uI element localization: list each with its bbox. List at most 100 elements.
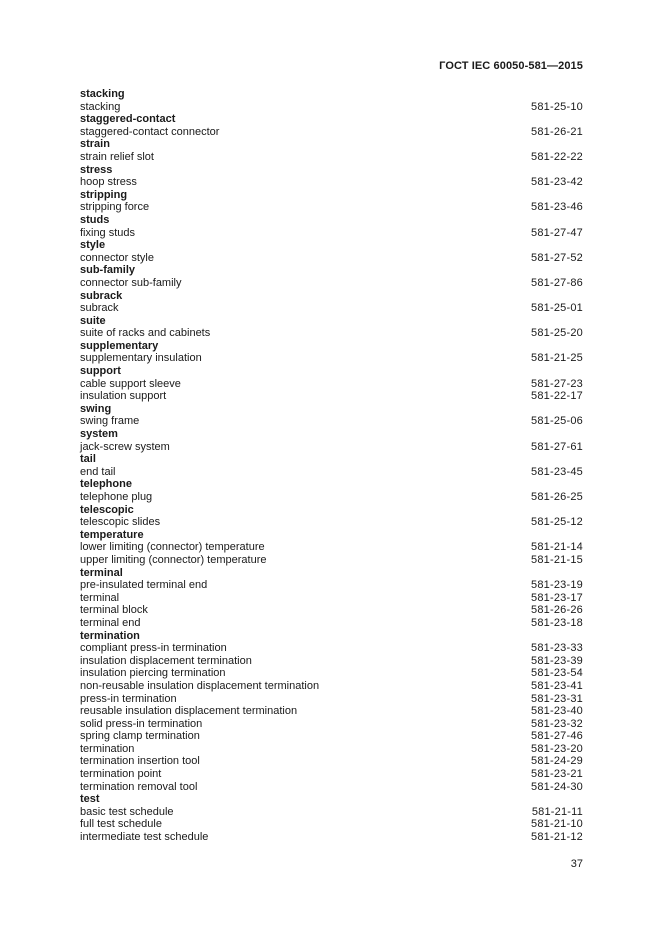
- index-entry: telephone plug 581-26-25: [80, 491, 583, 504]
- index-entry: cable support sleeve 581-27-23: [80, 378, 583, 391]
- index-code: 581-21-10: [531, 818, 583, 831]
- index-term: insulation piercing termination: [80, 667, 226, 680]
- index-code: 581-23-41: [531, 679, 583, 692]
- index-term: suite of racks and cabinets: [80, 327, 211, 340]
- index-code: 581-23-40: [531, 705, 583, 718]
- index-entry: stacking 581-25-10: [80, 101, 583, 114]
- index-entry: pre-insulated terminal end 581-23-19: [80, 579, 583, 592]
- index-entry: terminal end 581-23-18: [80, 617, 583, 630]
- index-code: 581-22-17: [531, 390, 583, 403]
- index-term: insulation displacement termination: [80, 654, 252, 667]
- index-entry: intermediate test schedule 581-21-12: [80, 831, 583, 844]
- index-code: 581-23-54: [531, 667, 583, 680]
- index-code: 581-25-10: [531, 100, 583, 113]
- index-code: 581-21-14: [531, 541, 583, 554]
- index-term: terminal block: [80, 604, 148, 617]
- index-term: stacking: [80, 100, 121, 113]
- index-code: 581-23-31: [531, 692, 583, 705]
- index-heading: system: [80, 428, 118, 441]
- index-entry: termination insertion tool 581-24-29: [80, 755, 583, 768]
- index-heading: test: [80, 793, 100, 806]
- index-entry: connector sub-family 581-27-86: [80, 277, 583, 290]
- index-code: 581-24-30: [531, 780, 583, 793]
- index-list: stacking stacking 581-25-10 staggered-conta…: [80, 88, 583, 844]
- index-entry: terminal block 581-26-26: [80, 604, 583, 617]
- index-term: termination point: [80, 768, 162, 781]
- index-code: 581-26-21: [531, 125, 583, 138]
- index-heading: stripping: [80, 188, 128, 201]
- index-code: 581-23-32: [531, 717, 583, 730]
- index-entry: jack-screw system 581-27-61: [80, 441, 583, 454]
- index-entry: swing frame 581-25-06: [80, 415, 583, 428]
- index-code: 581-25-01: [531, 302, 583, 315]
- index-term: jack-screw system: [80, 440, 170, 453]
- index-entry: stripping force 581-23-46: [80, 201, 583, 214]
- index-code: 581-21-11: [531, 805, 583, 818]
- index-code: 581-26-25: [531, 491, 583, 503]
- index-term: termination insertion tool: [80, 755, 200, 768]
- index-heading: support: [80, 365, 121, 378]
- index-code: 581-23-18: [531, 616, 583, 629]
- index-entry: strain relief slot 581-22-22: [80, 151, 583, 164]
- index-entry: spring clamp termination 581-27-46: [80, 730, 583, 743]
- page-number: 37: [570, 858, 583, 870]
- index-term: compliant press-in termination: [80, 642, 227, 655]
- index-code: 581-23-46: [531, 201, 583, 214]
- index-heading: sub-family: [80, 264, 136, 277]
- index-term: stripping force: [80, 201, 150, 214]
- index-entry: telescopic slides 581-25-12: [80, 516, 583, 529]
- index-code: 581-23-39: [531, 654, 583, 667]
- index-code: 581-27-61: [531, 440, 583, 453]
- index-term: strain relief slot: [80, 150, 154, 163]
- index-entry: termination 581-23-20: [80, 743, 583, 756]
- index-code: 581-26-26: [531, 604, 583, 617]
- index-entry: hoop stress 581-23-42: [80, 176, 583, 189]
- index-term: supplementary insulation: [80, 352, 202, 365]
- index-heading: tail: [80, 453, 96, 466]
- index-term: terminal end: [80, 616, 141, 629]
- index-entry: press-in termination 581-23-31: [80, 693, 583, 706]
- index-entry: staggered-contact connector 581-26-21: [80, 126, 583, 139]
- index-heading: termination: [80, 629, 140, 642]
- index-term: non-reusable insulation displacement ter…: [80, 679, 320, 692]
- index-term: solid press-in termination: [80, 717, 203, 730]
- index-term: full test schedule: [80, 818, 162, 831]
- index-entry: lower limiting (connector) temperature 58…: [80, 541, 583, 554]
- index-term: termination: [80, 742, 135, 755]
- document-header: ГОСТ IEC 60050-581—2015: [439, 60, 583, 72]
- index-entry: termination removal tool 581-24-30: [80, 781, 583, 794]
- index-code: 581-23-45: [531, 465, 583, 478]
- index-code: 581-27-86: [531, 276, 583, 289]
- index-term: basic test schedule: [80, 805, 174, 818]
- index-code: 581-23-42: [531, 176, 583, 189]
- index-entry: solid press-in termination 581-23-32: [80, 718, 583, 731]
- index-entry: terminal 581-23-17: [80, 592, 583, 605]
- index-code: 581-25-20: [531, 327, 583, 340]
- index-code: 581-21-25: [531, 352, 583, 365]
- index-term: termination removal tool: [80, 780, 198, 793]
- index-term: cable support sleeve: [80, 377, 181, 390]
- index-term: connector sub-family: [80, 276, 182, 289]
- index-term: staggered-contact connector: [80, 125, 220, 138]
- index-term: insulation support: [80, 390, 167, 403]
- index-entry: full test schedule 581-21-10: [80, 818, 583, 831]
- index-code: 581-23-20: [531, 742, 583, 755]
- index-heading: staggered-contact: [80, 113, 176, 126]
- index-entry: reusable insulation displacement termina…: [80, 705, 583, 718]
- index-heading: stress: [80, 163, 113, 176]
- index-heading: subrack: [80, 289, 123, 302]
- index-entry: basic test schedule 581-21-11: [80, 806, 583, 819]
- index-term: reusable insulation displacement termina…: [80, 705, 298, 718]
- index-heading: studs: [80, 213, 110, 226]
- index-heading: strain: [80, 138, 110, 151]
- index-heading: telephone: [80, 478, 132, 491]
- index-code: 581-27-52: [531, 251, 583, 264]
- index-term: upper limiting (connector) temperature: [80, 553, 267, 566]
- index-entry: supplementary insulation 581-21-25: [80, 352, 583, 365]
- index-entry: non-reusable insulation displacement ter…: [80, 680, 583, 693]
- index-term: end tail: [80, 465, 116, 478]
- index-entry: connector style 581-27-52: [80, 252, 583, 265]
- index-term: telephone plug: [80, 491, 153, 503]
- index-code: 581-22-22: [531, 150, 583, 163]
